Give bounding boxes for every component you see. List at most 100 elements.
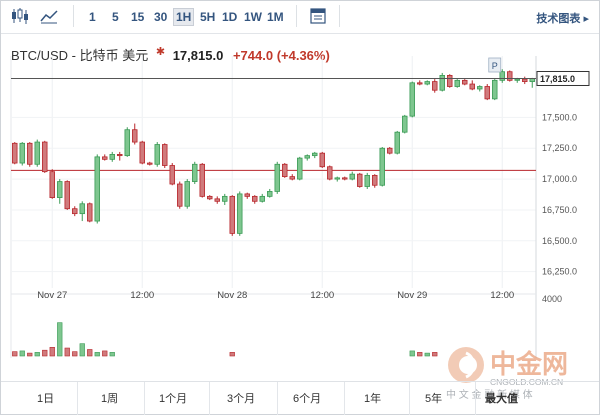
volume-bar xyxy=(57,322,63,357)
candle-body xyxy=(267,191,273,197)
candle-body xyxy=(12,142,18,164)
interval-1h[interactable]: 1H xyxy=(173,8,195,26)
volume-bar xyxy=(87,349,93,357)
candle xyxy=(237,191,243,236)
candle xyxy=(19,142,25,166)
range-3m[interactable]: 3个月 xyxy=(227,393,256,405)
interval-5[interactable]: 5 xyxy=(112,10,119,24)
candle xyxy=(312,151,318,159)
watermark: 中金网 CNGOLD.COM.CN 中 文 金 融 新 媒 体 xyxy=(446,343,596,401)
area-chart-icon[interactable] xyxy=(39,6,59,26)
last-price: 17,815.0 xyxy=(172,48,224,63)
x-tick-label: 12:00 xyxy=(490,290,514,301)
y-axis: 17,500.0 17,250.0 17,000.0 16,750.0 16,500.0… xyxy=(542,112,577,304)
interval-1w[interactable]: 1W xyxy=(244,10,262,24)
candle-body xyxy=(184,181,190,207)
candle xyxy=(462,79,468,86)
volume-bar xyxy=(109,352,115,357)
price-chart[interactable]: 17,500.0 17,250.0 17,000.0 16,750.0 16,500.0… xyxy=(1,36,599,381)
candle xyxy=(379,146,385,187)
candle-body xyxy=(394,131,400,154)
candle-body xyxy=(42,141,48,173)
candle xyxy=(402,114,408,134)
technical-chart-link[interactable]: 技术图表 ▸ xyxy=(536,13,589,25)
candle xyxy=(49,169,55,199)
candle-body xyxy=(327,166,333,180)
toolbar: 1 5 15 30 1H 5H 1D 1W 1M 技术图表 ▸ xyxy=(1,1,599,34)
candle-body xyxy=(507,71,513,81)
range-1d[interactable]: 1日 xyxy=(37,393,55,405)
volume-bar xyxy=(79,343,85,357)
candle xyxy=(522,76,528,85)
candle-body xyxy=(439,75,445,91)
candle-body xyxy=(87,203,93,222)
candle xyxy=(477,85,483,92)
candle-body xyxy=(454,79,460,87)
candle-body xyxy=(109,154,115,160)
candle xyxy=(87,202,93,223)
toolbar-separator xyxy=(73,5,74,27)
candle-body xyxy=(49,171,55,198)
candle-body xyxy=(237,193,243,234)
range-1w[interactable]: 1周 xyxy=(101,393,119,405)
range-max[interactable]: 最大值 xyxy=(485,393,518,405)
candle xyxy=(124,127,130,157)
candle xyxy=(439,72,445,92)
candle-body xyxy=(282,163,288,178)
candle-body xyxy=(162,144,168,166)
range-5y[interactable]: 5年 xyxy=(425,393,443,405)
interval-5h[interactable]: 5H xyxy=(200,10,216,24)
candle-body xyxy=(147,162,153,165)
range-separator xyxy=(77,382,78,415)
candle xyxy=(274,161,280,194)
calendar-icon[interactable] xyxy=(308,6,328,26)
candle-body xyxy=(177,183,183,207)
candle-body xyxy=(342,177,348,180)
candle xyxy=(252,195,258,204)
candle-body xyxy=(357,173,363,187)
candle xyxy=(199,163,205,198)
range-1m[interactable]: 1个月 xyxy=(159,393,188,405)
candle xyxy=(64,180,70,210)
interval-15[interactable]: 15 xyxy=(131,10,145,24)
range-6m[interactable]: 6个月 xyxy=(293,393,322,405)
candle-body xyxy=(514,78,520,81)
candle-body xyxy=(207,195,213,200)
interval-1[interactable]: 1 xyxy=(89,10,96,24)
candle-body xyxy=(289,176,295,180)
candle xyxy=(319,151,325,168)
volume-bar xyxy=(42,349,48,357)
x-tick-label: Nov 29 xyxy=(397,290,427,301)
interval-1m[interactable]: 1M xyxy=(267,10,284,24)
y-tick-label: 17,250.0 xyxy=(542,143,577,153)
candle-body xyxy=(19,142,25,164)
candle-body xyxy=(417,82,423,85)
candle xyxy=(334,176,340,182)
candle-body xyxy=(139,141,145,164)
candle xyxy=(342,176,348,181)
range-separator xyxy=(409,382,410,415)
price-change: +744.0 xyxy=(232,48,274,63)
candle-body xyxy=(199,163,205,197)
range-separator xyxy=(144,382,145,415)
interval-1d[interactable]: 1D xyxy=(222,10,238,24)
candle xyxy=(79,201,85,222)
candle xyxy=(94,154,100,224)
candle xyxy=(132,123,138,145)
interval-30[interactable]: 30 xyxy=(154,10,168,24)
last-price-label: 17,815.0 xyxy=(540,74,575,84)
toolbar-separator xyxy=(296,5,297,27)
range-1y[interactable]: 1年 xyxy=(364,393,382,405)
watermark-domain: CNGOLD.COM.CN xyxy=(490,377,563,387)
candle-body xyxy=(387,147,393,154)
candlestick-icon[interactable] xyxy=(9,6,29,26)
candle-body xyxy=(192,163,198,182)
candle xyxy=(259,193,265,203)
candle-body xyxy=(229,195,235,234)
candle xyxy=(297,156,303,181)
candle xyxy=(417,80,423,86)
volume-bar xyxy=(94,352,100,357)
candle xyxy=(169,163,175,186)
volume-bar xyxy=(12,351,18,357)
